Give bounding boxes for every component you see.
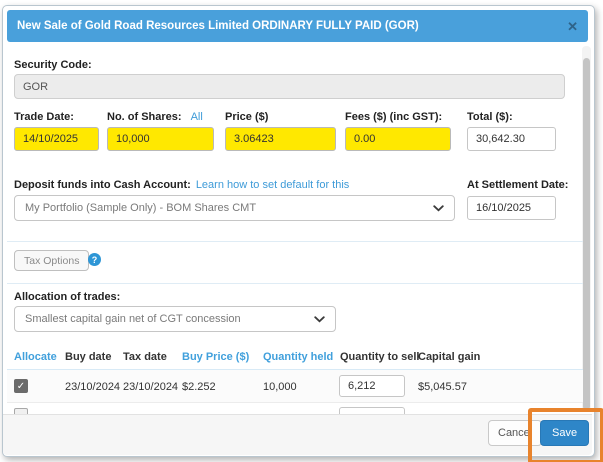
- shares-input[interactable]: [107, 127, 214, 151]
- col-header-tax-date: Tax date: [123, 351, 167, 363]
- cell-capital-gain: $5,045.57: [418, 381, 467, 393]
- cash-account-default-link[interactable]: Learn how to set default for this: [195, 179, 350, 191]
- allocation-select[interactable]: Smallest capital gain net of CGT concess…: [14, 306, 336, 332]
- section-divider-bottom: [7, 283, 583, 284]
- shares-all-link[interactable]: All: [190, 111, 203, 123]
- save-button[interactable]: Save: [540, 420, 590, 446]
- fees-input[interactable]: [345, 127, 451, 151]
- allocate-checkbox-checked[interactable]: ✓: [14, 379, 28, 393]
- settlement-date-input[interactable]: [467, 196, 556, 220]
- col-header-buy-date: Buy date: [65, 351, 112, 363]
- trade-date-input[interactable]: [14, 127, 99, 151]
- quantity-to-sell-input[interactable]: [339, 375, 405, 397]
- cell-buy-date: 23/10/2024: [65, 381, 121, 393]
- price-label: Price ($): [225, 111, 269, 123]
- shares-label: No. of Shares:: [107, 111, 182, 123]
- cell-quantity-held: 10,000: [263, 381, 297, 393]
- shares-label-row: No. of Shares: All: [107, 111, 203, 123]
- modal-titlebar: New Sale of Gold Road Resources Limited …: [7, 10, 588, 42]
- total-label: Total ($):: [467, 111, 513, 123]
- table-header-divider: [7, 369, 583, 370]
- tax-options-button[interactable]: Tax Options: [14, 250, 90, 271]
- cash-account-label-row: Deposit funds into Cash Account: Learn h…: [14, 179, 349, 191]
- close-icon[interactable]: ✕: [567, 18, 578, 34]
- cash-account-label: Deposit funds into Cash Account:: [14, 179, 191, 191]
- col-header-capital-gain: Capital gain: [418, 351, 481, 363]
- security-code-label: Security Code:: [14, 59, 92, 71]
- section-divider-top: [7, 241, 583, 242]
- chevron-down-icon: [433, 204, 444, 212]
- help-icon[interactable]: ?: [88, 253, 101, 266]
- cash-account-select[interactable]: My Portfolio (Sample Only) - BOM Shares …: [14, 195, 455, 221]
- table-row: [7, 370, 583, 403]
- cell-tax-date: 23/10/2024: [123, 381, 179, 393]
- price-input[interactable]: [225, 127, 336, 151]
- modal-title: New Sale of Gold Road Resources Limited …: [17, 20, 419, 32]
- total-input[interactable]: [467, 127, 556, 151]
- cancel-button-label: Cancel: [498, 427, 533, 439]
- security-code-input[interactable]: [14, 74, 565, 99]
- settlement-date-label: At Settlement Date:: [467, 179, 569, 191]
- chevron-down-icon: [314, 315, 325, 323]
- fees-label: Fees ($) (inc GST):: [345, 111, 443, 123]
- col-header-buy-price[interactable]: Buy Price ($): [182, 351, 250, 363]
- trade-date-label: Trade Date:: [14, 111, 74, 123]
- cancel-button[interactable]: Cancel: [488, 420, 543, 446]
- col-header-allocate[interactable]: Allocate: [14, 351, 57, 363]
- tax-options-label: Tax Options: [24, 254, 80, 267]
- allocation-selected: Smallest capital gain net of CGT concess…: [25, 313, 241, 325]
- col-header-quantity-held[interactable]: Quantity held: [263, 351, 334, 363]
- save-button-label: Save: [552, 427, 578, 439]
- allocation-label: Allocation of trades:: [14, 291, 121, 303]
- cash-account-selected: My Portfolio (Sample Only) - BOM Shares …: [25, 202, 257, 214]
- scrollbar-thumb[interactable]: [583, 58, 590, 410]
- col-header-quantity-to-sell: Quantity to sell: [340, 351, 420, 363]
- cell-buy-price: $2.252: [182, 381, 216, 393]
